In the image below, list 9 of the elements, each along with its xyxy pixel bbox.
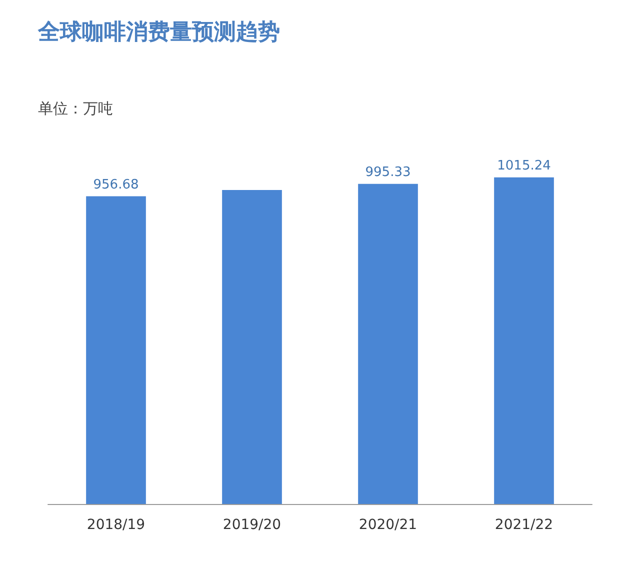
chart-title: 全球咖啡消费量预测趋势 xyxy=(37,19,280,45)
data-label: 995.33 xyxy=(365,164,411,180)
x-tick-label: 2019/20 xyxy=(222,517,282,533)
chart-subtitle: 单位：万吨 xyxy=(38,100,113,118)
data-label: 1015.24 xyxy=(497,158,551,174)
x-tick-label: 2021/22 xyxy=(494,517,554,533)
data-label: 956.68 xyxy=(93,177,139,192)
x-tick-label: 2020/21 xyxy=(358,517,418,533)
x-tick-label: 2018/19 xyxy=(86,517,146,533)
